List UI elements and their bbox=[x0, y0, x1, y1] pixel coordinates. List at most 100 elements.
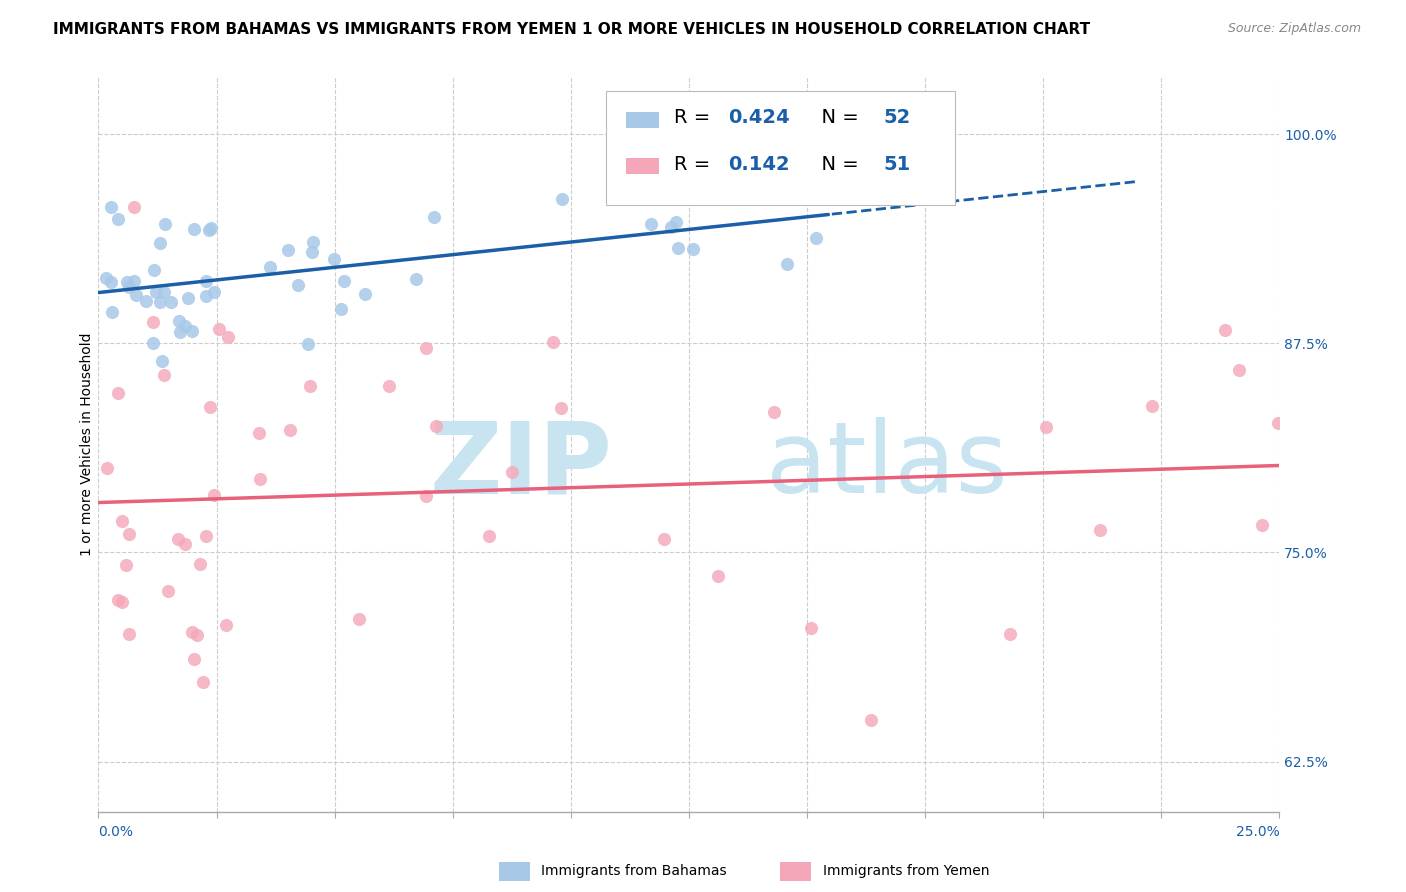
Point bbox=[111, 514, 134, 528]
Text: N =: N = bbox=[810, 154, 866, 174]
Point bbox=[998, 627, 1021, 641]
Point bbox=[707, 569, 730, 583]
Text: N =: N = bbox=[810, 108, 866, 128]
Y-axis label: 1 or more Vehicles in Household: 1 or more Vehicles in Household bbox=[80, 332, 94, 556]
Point bbox=[118, 280, 141, 294]
Text: Immigrants from Yemen: Immigrants from Yemen bbox=[823, 864, 988, 879]
Point bbox=[1267, 416, 1289, 430]
Point bbox=[188, 557, 211, 571]
Point bbox=[122, 274, 145, 288]
Point bbox=[259, 260, 281, 275]
Point bbox=[142, 336, 165, 351]
Point bbox=[378, 378, 401, 392]
Point bbox=[661, 219, 683, 234]
Point bbox=[169, 325, 191, 339]
FancyBboxPatch shape bbox=[606, 90, 955, 204]
Point bbox=[198, 401, 221, 415]
Text: IMMIGRANTS FROM BAHAMAS VS IMMIGRANTS FROM YEMEN 1 OR MORE VEHICLES IN HOUSEHOLD: IMMIGRANTS FROM BAHAMAS VS IMMIGRANTS FR… bbox=[53, 22, 1091, 37]
Point bbox=[354, 287, 377, 301]
Point bbox=[405, 272, 427, 286]
Point bbox=[125, 288, 148, 302]
Point bbox=[195, 529, 218, 543]
Point bbox=[111, 595, 134, 609]
Text: 25.0%: 25.0% bbox=[1236, 825, 1279, 839]
Point bbox=[149, 236, 172, 251]
Point bbox=[200, 220, 222, 235]
Text: R =: R = bbox=[673, 154, 716, 174]
Point bbox=[541, 335, 564, 350]
Point bbox=[100, 275, 122, 289]
Point bbox=[247, 426, 270, 441]
Point bbox=[478, 529, 501, 543]
Point bbox=[186, 628, 208, 642]
Point bbox=[665, 215, 688, 229]
Point bbox=[173, 536, 195, 550]
Point bbox=[177, 291, 200, 305]
Point bbox=[349, 612, 371, 626]
FancyBboxPatch shape bbox=[626, 158, 659, 175]
Point bbox=[167, 533, 190, 547]
Point bbox=[800, 621, 823, 635]
Text: ZIP: ZIP bbox=[429, 417, 612, 515]
Point bbox=[682, 242, 704, 256]
Point bbox=[804, 231, 827, 245]
Point bbox=[1035, 419, 1057, 434]
Point bbox=[180, 324, 202, 338]
Text: 0.0%: 0.0% bbox=[98, 825, 134, 839]
Point bbox=[117, 275, 139, 289]
Point bbox=[152, 368, 174, 383]
Point bbox=[550, 192, 572, 206]
Point bbox=[301, 244, 323, 259]
Point bbox=[117, 627, 139, 641]
Point bbox=[302, 235, 325, 250]
Point bbox=[167, 314, 190, 328]
Text: R =: R = bbox=[673, 108, 716, 128]
Point bbox=[118, 526, 141, 541]
Point bbox=[776, 257, 799, 271]
Point bbox=[195, 274, 218, 288]
Point bbox=[145, 285, 167, 300]
Point bbox=[1090, 523, 1112, 537]
Point bbox=[180, 625, 202, 640]
Point bbox=[666, 241, 689, 255]
Point bbox=[202, 285, 225, 300]
Point bbox=[425, 418, 447, 433]
Point bbox=[149, 295, 172, 310]
Point bbox=[143, 263, 166, 277]
Point bbox=[153, 285, 176, 299]
Text: 0.424: 0.424 bbox=[728, 108, 790, 128]
Point bbox=[249, 472, 271, 486]
Point bbox=[160, 295, 183, 310]
Point bbox=[157, 584, 180, 599]
Point bbox=[96, 460, 118, 475]
Point bbox=[278, 423, 301, 437]
Point bbox=[142, 316, 165, 330]
Point bbox=[1251, 518, 1274, 533]
Point bbox=[215, 618, 238, 632]
Point bbox=[183, 222, 205, 236]
Point bbox=[815, 143, 838, 157]
Point bbox=[287, 277, 309, 292]
Point bbox=[423, 211, 446, 225]
Point bbox=[762, 405, 785, 419]
Point bbox=[101, 305, 124, 319]
Point bbox=[297, 337, 319, 351]
Point bbox=[174, 319, 197, 334]
Point bbox=[183, 652, 205, 666]
Point bbox=[550, 401, 572, 416]
Point bbox=[860, 713, 883, 727]
Point bbox=[415, 341, 437, 355]
Point bbox=[114, 558, 136, 572]
Point bbox=[277, 244, 299, 258]
Point bbox=[191, 674, 214, 689]
Point bbox=[893, 189, 915, 203]
Point bbox=[100, 200, 122, 214]
Point bbox=[640, 217, 662, 231]
Point bbox=[1140, 399, 1163, 413]
Point bbox=[1229, 363, 1251, 377]
Point bbox=[329, 301, 352, 316]
Point bbox=[195, 288, 218, 302]
Point bbox=[202, 488, 225, 502]
Point bbox=[501, 465, 523, 479]
Point bbox=[152, 353, 174, 368]
